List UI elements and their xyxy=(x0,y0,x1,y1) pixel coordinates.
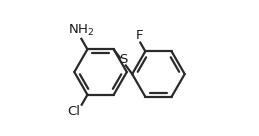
Text: NH$_2$: NH$_2$ xyxy=(68,23,95,38)
Text: Cl: Cl xyxy=(67,105,80,118)
Text: F: F xyxy=(136,29,143,42)
Text: S: S xyxy=(119,53,127,66)
